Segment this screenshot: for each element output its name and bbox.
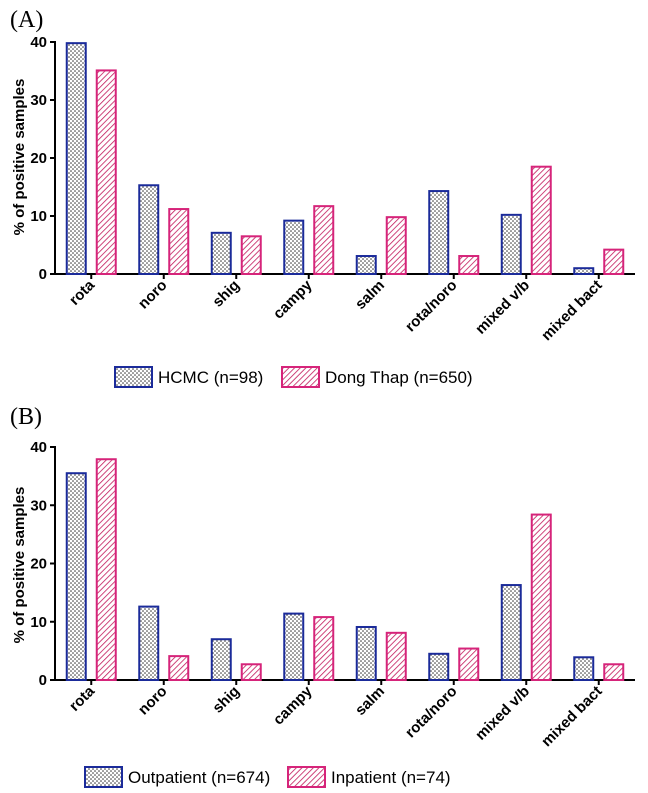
bar-noro-series-1 — [138, 184, 160, 275]
bar-campy-series-1 — [283, 219, 305, 275]
bar-mixed-v-b-series-1 — [500, 213, 522, 275]
bar-campy-series-1 — [283, 612, 305, 681]
panel-a-label: (A) — [10, 7, 43, 33]
category-label-rota: rota — [66, 276, 99, 309]
category-label-noro: noro — [135, 277, 171, 313]
bar-campy-series-2 — [313, 205, 335, 275]
category-label-rota: rota — [66, 682, 99, 715]
bar-rota-series-1 — [65, 42, 87, 275]
bar-salm-series-2 — [385, 216, 407, 276]
bar-rota-noro-series-1 — [428, 652, 450, 681]
y-tick-label: 10 — [30, 208, 47, 225]
bar-campy-series-2 — [313, 616, 335, 682]
panel-b-legend: Outpatient (n=674) Inpatient (n=74) — [84, 766, 451, 788]
bar-shig-series-1 — [210, 231, 232, 276]
bar-salm-series-1 — [355, 255, 377, 275]
legend-swatch-dong-thap — [281, 366, 320, 388]
y-tick-label: 0 — [39, 266, 47, 283]
bar-salm-series-2 — [385, 631, 407, 682]
panel-a-legend: HCMC (n=98) Dong Thap (n=650) — [114, 366, 473, 388]
legend-label-hcmc: HCMC (n=98) — [158, 368, 263, 387]
category-label-mixed-bact: mixed bact — [538, 277, 605, 344]
y-tick-label: 30 — [30, 497, 47, 514]
category-label-mixed-v-b: mixed v/b — [472, 683, 533, 744]
category-label-noro: noro — [135, 683, 171, 719]
legend-label-inpatient: Inpatient (n=74) — [331, 768, 451, 787]
bar-noro-series-1 — [138, 605, 160, 681]
category-label-campy: campy — [270, 276, 316, 322]
bar-shig-series-1 — [210, 638, 232, 681]
legend-label-outpatient: Outpatient (n=674) — [128, 768, 270, 787]
panel-a-ylabel: % of positive samples — [11, 79, 28, 236]
y-tick-label: 40 — [30, 34, 47, 51]
category-label-shig: shig — [209, 277, 243, 311]
bar-shig-series-2 — [240, 235, 262, 276]
category-label-campy: campy — [270, 682, 316, 728]
category-label-rota-noro: rota/noro — [402, 277, 461, 336]
panel-b-ylabel: % of positive samples — [11, 487, 28, 644]
panel-b: (B) % of positive samples 0 10 20 30 40 rota n… — [10, 404, 635, 788]
bar-mixed-bact-series-1 — [573, 656, 595, 681]
bar-noro-series-2 — [168, 655, 190, 681]
bar-mixed-bact-series-2 — [603, 248, 625, 275]
bar-mixed-v-b-series-2 — [530, 513, 552, 681]
bar-rota-series-1 — [65, 472, 87, 681]
panel-b-label: (B) — [10, 404, 42, 430]
bar-mixed-bact-series-1 — [573, 267, 595, 276]
bar-rota-series-2 — [95, 458, 117, 682]
bar-noro-series-2 — [168, 208, 190, 275]
bar-mixed-v-b-series-2 — [530, 165, 552, 275]
legend-label-dong-thap: Dong Thap (n=650) — [325, 368, 473, 387]
category-label-mixed-bact: mixed bact — [538, 683, 605, 750]
y-tick-label: 30 — [30, 92, 47, 109]
category-label-rota-noro: rota/noro — [402, 683, 461, 742]
bar-shig-series-2 — [240, 663, 262, 682]
y-tick-label: 0 — [39, 672, 47, 689]
legend-swatch-outpatient — [84, 766, 123, 788]
bar-rota-series-2 — [95, 69, 117, 275]
y-tick-label: 20 — [30, 150, 47, 167]
category-label-mixed-v-b: mixed v/b — [472, 277, 533, 338]
bar-rota-noro-series-1 — [428, 190, 450, 275]
category-label-salm: salm — [352, 683, 388, 719]
bar-mixed-v-b-series-1 — [500, 584, 522, 681]
legend-swatch-inpatient — [287, 766, 326, 788]
y-tick-label: 40 — [30, 439, 47, 456]
bar-rota-noro-series-2 — [458, 647, 480, 681]
y-tick-label: 20 — [30, 556, 47, 573]
category-label-salm: salm — [352, 277, 388, 313]
bar-salm-series-1 — [355, 625, 377, 681]
legend-swatch-hcmc — [114, 366, 153, 388]
y-tick-label: 10 — [30, 614, 47, 631]
panel-a: (A) % of positive samples 0 10 20 30 40 rota n… — [10, 7, 635, 388]
category-label-shig: shig — [209, 683, 243, 717]
bar-mixed-bact-series-2 — [603, 663, 625, 682]
bar-rota-noro-series-2 — [458, 255, 480, 275]
